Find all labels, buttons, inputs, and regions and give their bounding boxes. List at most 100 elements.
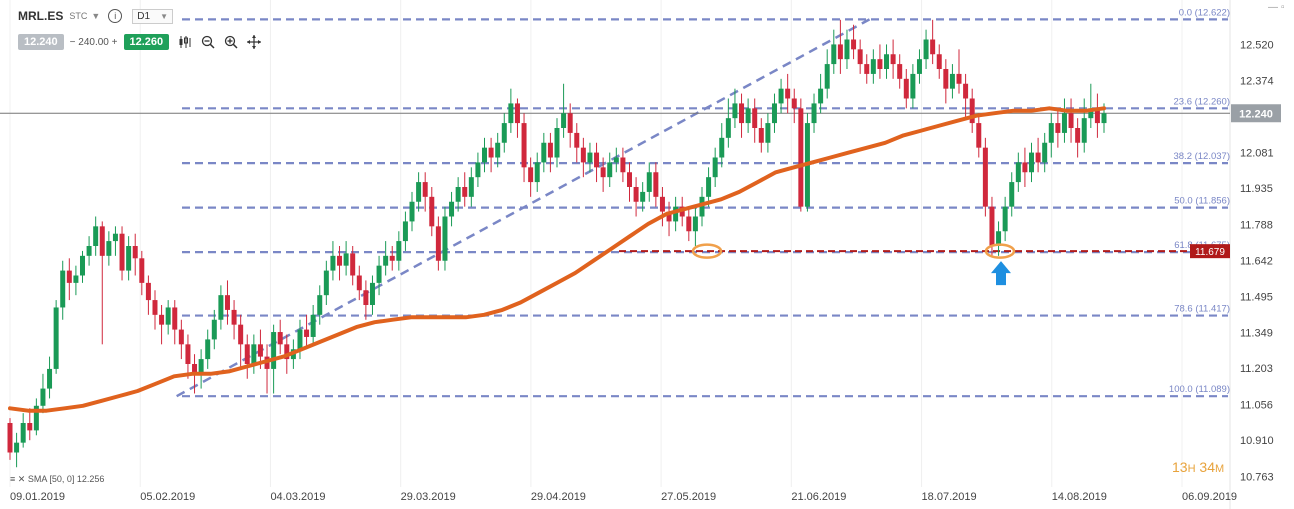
candle-body — [383, 255, 389, 266]
timeframe-select[interactable]: D1 ▼ — [132, 8, 173, 24]
y-tick-label: 12.374 — [1240, 75, 1274, 87]
candle-body — [923, 39, 929, 60]
trendline — [176, 18, 871, 398]
candle-body — [1015, 162, 1021, 183]
candle-body — [745, 108, 751, 124]
candle-body — [1081, 118, 1087, 143]
timeframe-value: D1 — [137, 10, 151, 22]
candle-body — [198, 359, 204, 374]
candle-body — [205, 339, 211, 360]
current-price-tag — [1231, 104, 1281, 123]
candle-body — [771, 103, 777, 124]
candle-body — [963, 83, 969, 99]
chevron-down-icon[interactable]: ▼ — [91, 11, 101, 21]
candle-body — [462, 187, 468, 197]
x-tick-label: 27.05.2019 — [661, 491, 716, 503]
y-tick-label: 11.203 — [1240, 363, 1273, 375]
candle-body — [1101, 113, 1107, 124]
candle-body — [521, 123, 527, 168]
candle-body — [126, 246, 132, 271]
candle-body — [857, 49, 863, 65]
candle-body — [514, 103, 520, 124]
chart-toolbar: MRL.ES STC ▼ i D1 ▼ 12.240 − 240.00 + 12… — [8, 6, 262, 52]
candle-body — [785, 88, 791, 99]
candle-body — [449, 201, 455, 217]
candle-body — [435, 226, 441, 261]
candle-body — [818, 88, 824, 104]
candle-body — [712, 157, 718, 178]
candle-body — [1068, 113, 1074, 128]
candle-body — [600, 167, 606, 178]
up-arrow-icon — [991, 261, 1011, 286]
volume-field[interactable]: − 240.00 + — [69, 36, 118, 48]
candle-body — [673, 206, 679, 222]
candle-body — [172, 307, 178, 330]
candle-body — [1009, 182, 1015, 207]
candle-body — [257, 344, 263, 357]
candle-body — [870, 59, 876, 74]
candle-body — [547, 142, 553, 158]
candle-body — [165, 307, 171, 325]
y-tick-label: 11.788 — [1240, 219, 1273, 231]
candle-body — [14, 442, 20, 453]
candle-body — [488, 147, 494, 158]
x-tick-label: 29.04.2019 — [531, 491, 586, 503]
candle-body — [752, 108, 758, 128]
candle-body — [192, 364, 198, 374]
candle-body — [185, 344, 191, 364]
candle-body — [422, 182, 428, 197]
chevron-down-icon: ▼ — [160, 11, 168, 21]
candle-body — [159, 314, 165, 325]
candle-countdown: 13H 34M — [1172, 459, 1224, 475]
restore-icon[interactable]: ▫ — [1281, 2, 1285, 13]
candle-body — [20, 423, 26, 443]
candle-body — [402, 221, 408, 242]
support-touch-marker — [691, 243, 723, 259]
candle-body — [884, 54, 890, 69]
candle-body — [343, 253, 349, 266]
y-tick-label: 12.081 — [1240, 147, 1274, 159]
buy-price-button[interactable]: 12.260 — [123, 34, 170, 50]
candle-body — [949, 73, 955, 89]
zoom-in-icon[interactable] — [224, 35, 238, 49]
info-icon[interactable]: i — [108, 9, 123, 23]
candle-body — [561, 113, 567, 128]
candle-body — [778, 88, 784, 104]
candle-body — [837, 44, 843, 60]
candle-body — [580, 147, 586, 163]
candle-body — [1022, 162, 1028, 173]
sell-price-button[interactable]: 12.240 — [18, 34, 64, 50]
candle-body — [943, 69, 949, 89]
x-tick-label: 09.01.2019 — [10, 491, 65, 503]
volume-value: 240.00 — [78, 36, 109, 48]
candle-body — [310, 314, 316, 337]
y-tick-label: 11.935 — [1240, 183, 1273, 195]
countdown-hours-unit: H — [1187, 463, 1196, 475]
symbol-name[interactable]: MRL.ES — [18, 9, 64, 23]
candle-body — [112, 233, 118, 242]
candles-icon[interactable] — [178, 35, 192, 49]
candle-body — [1094, 108, 1100, 124]
x-tick-label: 14.08.2019 — [1052, 491, 1107, 503]
candle-body — [706, 177, 712, 197]
candle-body — [495, 142, 501, 158]
candle-body — [73, 275, 79, 283]
crosshair-icon[interactable] — [247, 35, 262, 49]
candle-body — [508, 103, 514, 124]
candle-body — [758, 128, 764, 143]
candle-body — [1055, 123, 1061, 133]
candle-body — [534, 162, 540, 183]
candle-body — [653, 172, 659, 197]
candle-body — [86, 246, 92, 256]
candle-body — [982, 147, 988, 207]
menu-icon[interactable]: ≡ ✕ — [10, 474, 26, 484]
candle-body — [231, 309, 237, 325]
candle-body — [640, 191, 646, 202]
zoom-out-icon[interactable] — [201, 35, 215, 49]
candle-body — [251, 344, 257, 364]
minimize-icon[interactable]: — — [1268, 2, 1278, 13]
fib-level-label: 38.2 (12.037) — [1173, 151, 1230, 162]
fib-level-label: 100.0 (11.089) — [1169, 384, 1230, 395]
